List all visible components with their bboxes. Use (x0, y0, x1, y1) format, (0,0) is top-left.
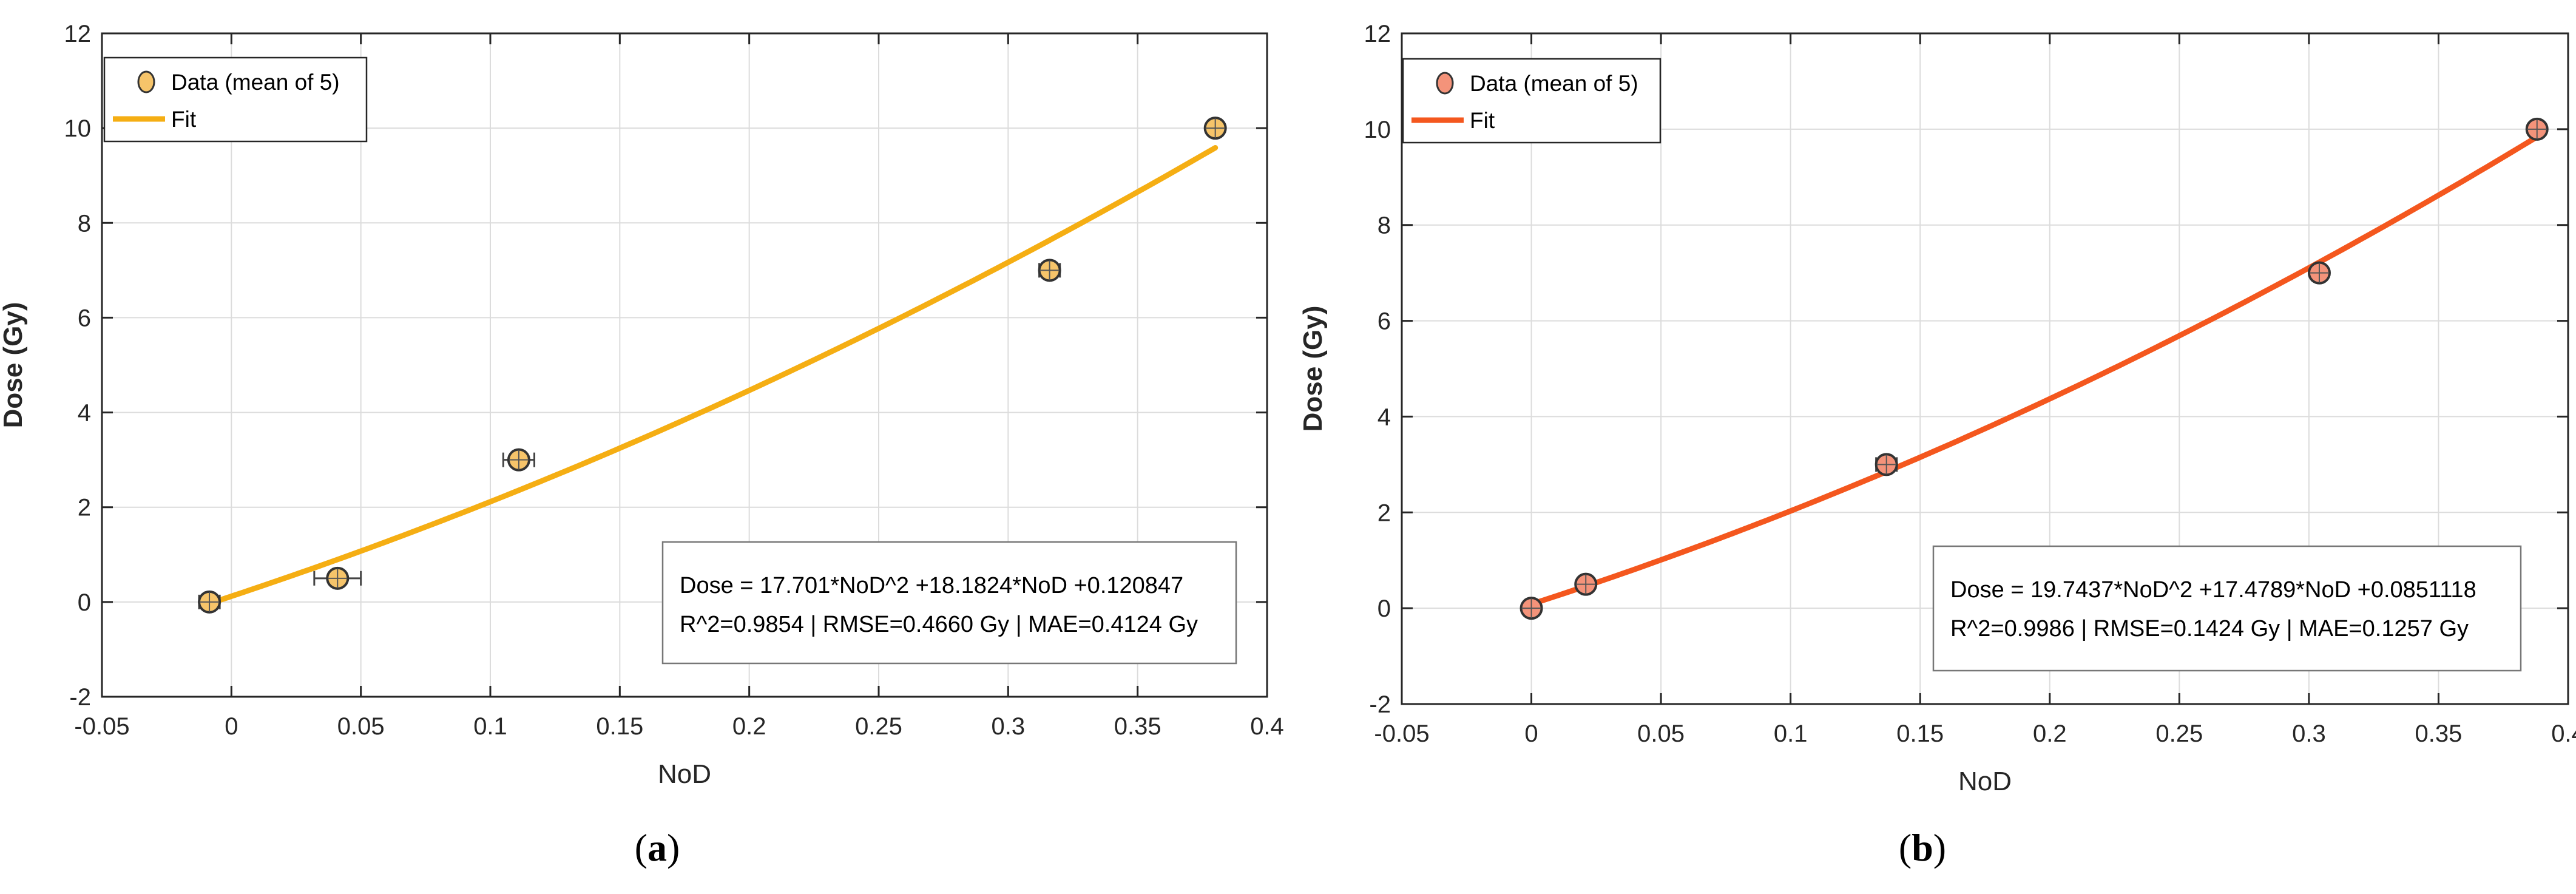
x-axis-label: NoD (1958, 767, 2012, 796)
x-tick-label: 0.05 (337, 713, 385, 740)
axes-frame (101, 32, 1268, 698)
y-tick-label: 12 (64, 21, 92, 47)
annotation-metrics: R^2=0.9854 | RMSE=0.4660 Gy | MAE=0.4124… (680, 612, 1198, 637)
legend-label-data: Data (mean of 5) (171, 70, 340, 95)
y-tick-label: 0 (1378, 595, 1391, 622)
y-tick-label: 6 (1378, 308, 1391, 335)
x-tick-label: 0.35 (2415, 720, 2463, 747)
x-tick-label: 0 (225, 713, 238, 740)
x-tick-label: 0.3 (992, 713, 1026, 740)
x-tick-label: 0.05 (1637, 720, 1685, 747)
x-tick-label: 0 (1524, 720, 1538, 747)
x-tick-label: 0.25 (855, 713, 902, 740)
y-tick-label: -2 (69, 684, 91, 711)
annotation-box (1932, 545, 2522, 672)
annotation-metrics: R^2=0.9986 | RMSE=0.1424 Gy | MAE=0.1257… (1950, 616, 2469, 642)
panel-label-b-text: b (1912, 826, 1933, 869)
fit-curve (1529, 134, 2540, 607)
annotation-equation: Dose = 17.701*NoD^2 +18.1824*NoD +0.1208… (680, 573, 1183, 598)
x-tick-label: 0.1 (1774, 720, 1808, 747)
annotation-equation: Dose = 19.7437*NoD^2 +17.4789*NoD +0.085… (1950, 577, 2476, 603)
y-tick-label: 0 (78, 589, 91, 616)
y-tick-label: 4 (78, 400, 91, 427)
x-tick-label: 0.3 (2292, 720, 2326, 747)
x-tick-label: 0.2 (2033, 720, 2067, 747)
axes-frame (1401, 32, 2569, 705)
y-axis-label: Dose (Gy) (0, 302, 28, 428)
y-tick-label: 2 (78, 495, 91, 521)
panel-label-b: (b) (1898, 826, 1947, 869)
y-tick-label: 8 (78, 210, 91, 237)
x-tick-label: 0.1 (473, 713, 507, 740)
legend-label-fit: Fit (171, 107, 197, 132)
y-tick-label: 12 (1364, 21, 1391, 47)
panel-label-a-text: a (647, 826, 667, 869)
x-tick-label: -0.05 (1374, 720, 1429, 747)
panel-label-a: (a) (634, 826, 680, 869)
fit-curve (206, 145, 1219, 606)
x-tick-label: 0.35 (1114, 713, 1161, 740)
x-tick-label: -0.05 (74, 713, 129, 740)
y-tick-label: 6 (78, 305, 91, 331)
annotation-box (661, 541, 1237, 665)
y-tick-label: 8 (1378, 212, 1391, 239)
x-tick-label: 0.2 (732, 713, 766, 740)
y-axis-label: Dose (Gy) (1298, 306, 1328, 432)
legend-marker-data (1436, 72, 1454, 95)
legend-label-fit: Fit (1470, 108, 1495, 133)
y-tick-label: 2 (1378, 499, 1391, 526)
y-tick-label: -2 (1369, 691, 1391, 718)
y-tick-label: 10 (1364, 117, 1391, 143)
x-tick-label: 0.25 (2155, 720, 2203, 747)
x-tick-label: 0.4 (2551, 720, 2576, 747)
x-axis-label: NoD (658, 759, 711, 789)
x-tick-label: 0.4 (1250, 713, 1284, 740)
y-tick-label: 10 (64, 115, 92, 142)
y-tick-label: 4 (1378, 404, 1391, 430)
legend-marker-data (137, 70, 155, 93)
x-tick-label: 0.15 (1896, 720, 1944, 747)
x-tick-label: 0.15 (596, 713, 643, 740)
legend-label-data: Data (mean of 5) (1470, 71, 1638, 96)
